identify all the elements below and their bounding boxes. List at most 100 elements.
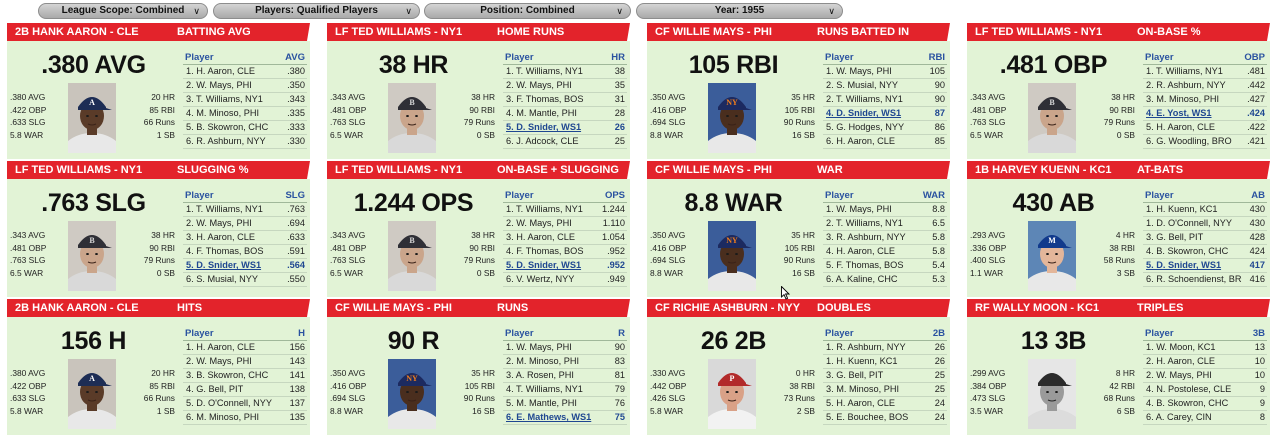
- leader-row[interactable]: 1. D. O'Connell, NYY 430: [1143, 217, 1267, 231]
- leader-row[interactable]: 1. R. Ashburn, NYY 26: [823, 341, 947, 355]
- card-player-title[interactable]: CF WILLIE MAYS - PHI: [655, 26, 772, 38]
- leader-row[interactable]: 1. T. Williams, NY1 .763: [183, 203, 307, 217]
- player-photo[interactable]: A: [68, 83, 116, 153]
- player-column-header[interactable]: Player: [185, 52, 214, 63]
- leader-row[interactable]: 1. H. Kuenn, KC1 430: [1143, 203, 1267, 217]
- leader-row[interactable]: 5. D. Snider, WS1 .952: [503, 259, 627, 273]
- player-photo[interactable]: NY: [708, 221, 756, 291]
- player-column-header[interactable]: Player: [825, 328, 854, 339]
- leader-row[interactable]: 3. H. Aaron, CLE 1.054: [503, 231, 627, 245]
- leader-row[interactable]: 2. W. Mays, PHI 10: [1143, 369, 1267, 383]
- card-player-title[interactable]: CF WILLIE MAYS - PHI: [335, 302, 452, 314]
- player-column-header[interactable]: Player: [505, 52, 534, 63]
- leader-row[interactable]: 5. B. Skowron, CHC .333: [183, 121, 307, 135]
- card-player-title[interactable]: LF TED WILLIAMS - NY1: [975, 26, 1103, 38]
- stat-column-header[interactable]: OPS: [604, 190, 625, 201]
- card-player-title[interactable]: CF WILLIE MAYS - PHI: [655, 164, 772, 176]
- leader-row[interactable]: 1. H. Aaron, CLE 156: [183, 341, 307, 355]
- card-player-title[interactable]: 1B HARVEY KUENN - KC1: [975, 164, 1112, 176]
- card-player-title[interactable]: 2B HANK AARON - CLE: [15, 26, 139, 38]
- stat-column-header[interactable]: RBI: [928, 52, 945, 63]
- leader-row[interactable]: 6. V. Wertz, NYY .949: [503, 273, 627, 287]
- player-photo[interactable]: B: [68, 221, 116, 291]
- position-select[interactable]: Position: Combined ∨: [424, 3, 631, 19]
- player-column-header[interactable]: Player: [185, 190, 214, 201]
- leader-row[interactable]: 5. G. Hodges, NYY 86: [823, 121, 947, 135]
- leader-row[interactable]: 1. T. Williams, NY1 1.244: [503, 203, 627, 217]
- leader-row[interactable]: 5. D. Snider, WS1 26: [503, 121, 627, 135]
- leader-row[interactable]: 2. R. Ashburn, NYY .442: [1143, 79, 1267, 93]
- leader-row[interactable]: 3. H. Aaron, CLE .633: [183, 231, 307, 245]
- player-column-header[interactable]: Player: [505, 328, 534, 339]
- stat-column-header[interactable]: R: [618, 328, 625, 339]
- player-photo[interactable]: B: [388, 83, 436, 153]
- leader-row[interactable]: 5. H. Aaron, CLE 24: [823, 397, 947, 411]
- year-select[interactable]: Year: 1955 ∨: [636, 3, 843, 19]
- leader-row[interactable]: 2. S. Musial, NYY 90: [823, 79, 947, 93]
- leader-row[interactable]: 4. T. Williams, NY1 79: [503, 383, 627, 397]
- leader-row[interactable]: 2. H. Aaron, CLE 10: [1143, 355, 1267, 369]
- stat-column-header[interactable]: 3B: [1252, 328, 1265, 339]
- player-column-header[interactable]: Player: [1145, 190, 1174, 201]
- leader-row[interactable]: 1. W. Moon, KC1 13: [1143, 341, 1267, 355]
- leader-row[interactable]: 3. G. Bell, PIT 25: [823, 369, 947, 383]
- player-photo[interactable]: A: [68, 359, 116, 429]
- player-photo[interactable]: B: [1028, 83, 1076, 153]
- leader-row[interactable]: 2. W. Mays, PHI .350: [183, 79, 307, 93]
- leader-row[interactable]: 1. H. Kuenn, KC1 26: [823, 355, 947, 369]
- leader-row[interactable]: 5. F. Thomas, BOS 5.4: [823, 259, 947, 273]
- leader-row[interactable]: 6. G. Woodling, BRO .421: [1143, 135, 1267, 149]
- leader-row[interactable]: 5. D. Snider, WS1 417: [1143, 259, 1267, 273]
- card-player-title[interactable]: LF TED WILLIAMS - NY1: [15, 164, 143, 176]
- leader-row[interactable]: 4. B. Skowron, CHC 424: [1143, 245, 1267, 259]
- leader-row[interactable]: 3. G. Bell, PIT 428: [1143, 231, 1267, 245]
- leader-row[interactable]: 6. R. Schoendienst, BRO 416: [1143, 273, 1267, 287]
- leader-row[interactable]: 4. H. Aaron, CLE 5.8: [823, 245, 947, 259]
- player-photo[interactable]: NY: [708, 83, 756, 153]
- leader-row[interactable]: 2. T. Williams, NY1 90: [823, 93, 947, 107]
- stat-column-header[interactable]: 2B: [932, 328, 945, 339]
- leader-row[interactable]: 6. A. Carey, CIN 8: [1143, 411, 1267, 425]
- card-player-title[interactable]: RF WALLY MOON - KC1: [975, 302, 1100, 314]
- leader-row[interactable]: 2. W. Mays, PHI 35: [503, 79, 627, 93]
- leader-row[interactable]: 1. H. Aaron, CLE .380: [183, 65, 307, 79]
- stat-column-header[interactable]: WAR: [922, 190, 945, 201]
- leader-row[interactable]: 3. F. Thomas, BOS 31: [503, 93, 627, 107]
- player-column-header[interactable]: Player: [185, 328, 214, 339]
- leader-row[interactable]: 4. D. Snider, WS1 87: [823, 107, 947, 121]
- player-column-header[interactable]: Player: [1145, 52, 1174, 63]
- leader-row[interactable]: 4. F. Thomas, BOS .591: [183, 245, 307, 259]
- leader-row[interactable]: 5. H. Aaron, CLE .422: [1143, 121, 1267, 135]
- player-photo[interactable]: M: [1028, 221, 1076, 291]
- leader-row[interactable]: 2. T. Williams, NY1 6.5: [823, 217, 947, 231]
- leader-row[interactable]: 2. W. Mays, PHI 1.110: [503, 217, 627, 231]
- leader-row[interactable]: 6. S. Musial, NYY .550: [183, 273, 307, 287]
- leader-row[interactable]: 6. M. Minoso, PHI 135: [183, 411, 307, 425]
- card-player-title[interactable]: LF TED WILLIAMS - NY1: [335, 164, 463, 176]
- leader-row[interactable]: 3. A. Rosen, PHI 81: [503, 369, 627, 383]
- stat-column-header[interactable]: SLG: [285, 190, 305, 201]
- leader-row[interactable]: 2. M. Minoso, PHI 83: [503, 355, 627, 369]
- leader-row[interactable]: 4. M. Minoso, PHI .335: [183, 107, 307, 121]
- league-scope-select[interactable]: League Scope: Combined ∨: [38, 3, 208, 19]
- player-photo[interactable]: [1028, 359, 1076, 429]
- leader-row[interactable]: 4. M. Mantle, PHI 28: [503, 107, 627, 121]
- leader-row[interactable]: 4. G. Bell, PIT 138: [183, 383, 307, 397]
- leader-row[interactable]: 1. T. Williams, NY1 38: [503, 65, 627, 79]
- leader-row[interactable]: 6. J. Adcock, CLE 25: [503, 135, 627, 149]
- leader-row[interactable]: 4. F. Thomas, BOS .952: [503, 245, 627, 259]
- stat-column-header[interactable]: AVG: [285, 52, 305, 63]
- leader-row[interactable]: 6. R. Ashburn, NYY .330: [183, 135, 307, 149]
- leader-row[interactable]: 3. R. Ashburn, NYY 5.8: [823, 231, 947, 245]
- leader-row[interactable]: 1. T. Williams, NY1 .481: [1143, 65, 1267, 79]
- leader-row[interactable]: 3. B. Skowron, CHC 141: [183, 369, 307, 383]
- stat-column-header[interactable]: AB: [1251, 190, 1265, 201]
- leader-row[interactable]: 3. T. Williams, NY1 .343: [183, 93, 307, 107]
- leader-row[interactable]: 6. E. Mathews, WS1 75: [503, 411, 627, 425]
- leader-row[interactable]: 5. M. Mantle, PHI 76: [503, 397, 627, 411]
- player-photo[interactable]: P: [708, 359, 756, 429]
- leader-row[interactable]: 4. N. Postolese, CLE 9: [1143, 383, 1267, 397]
- leader-row[interactable]: 1. W. Mays, PHI 105: [823, 65, 947, 79]
- player-column-header[interactable]: Player: [825, 190, 854, 201]
- player-column-header[interactable]: Player: [505, 190, 534, 201]
